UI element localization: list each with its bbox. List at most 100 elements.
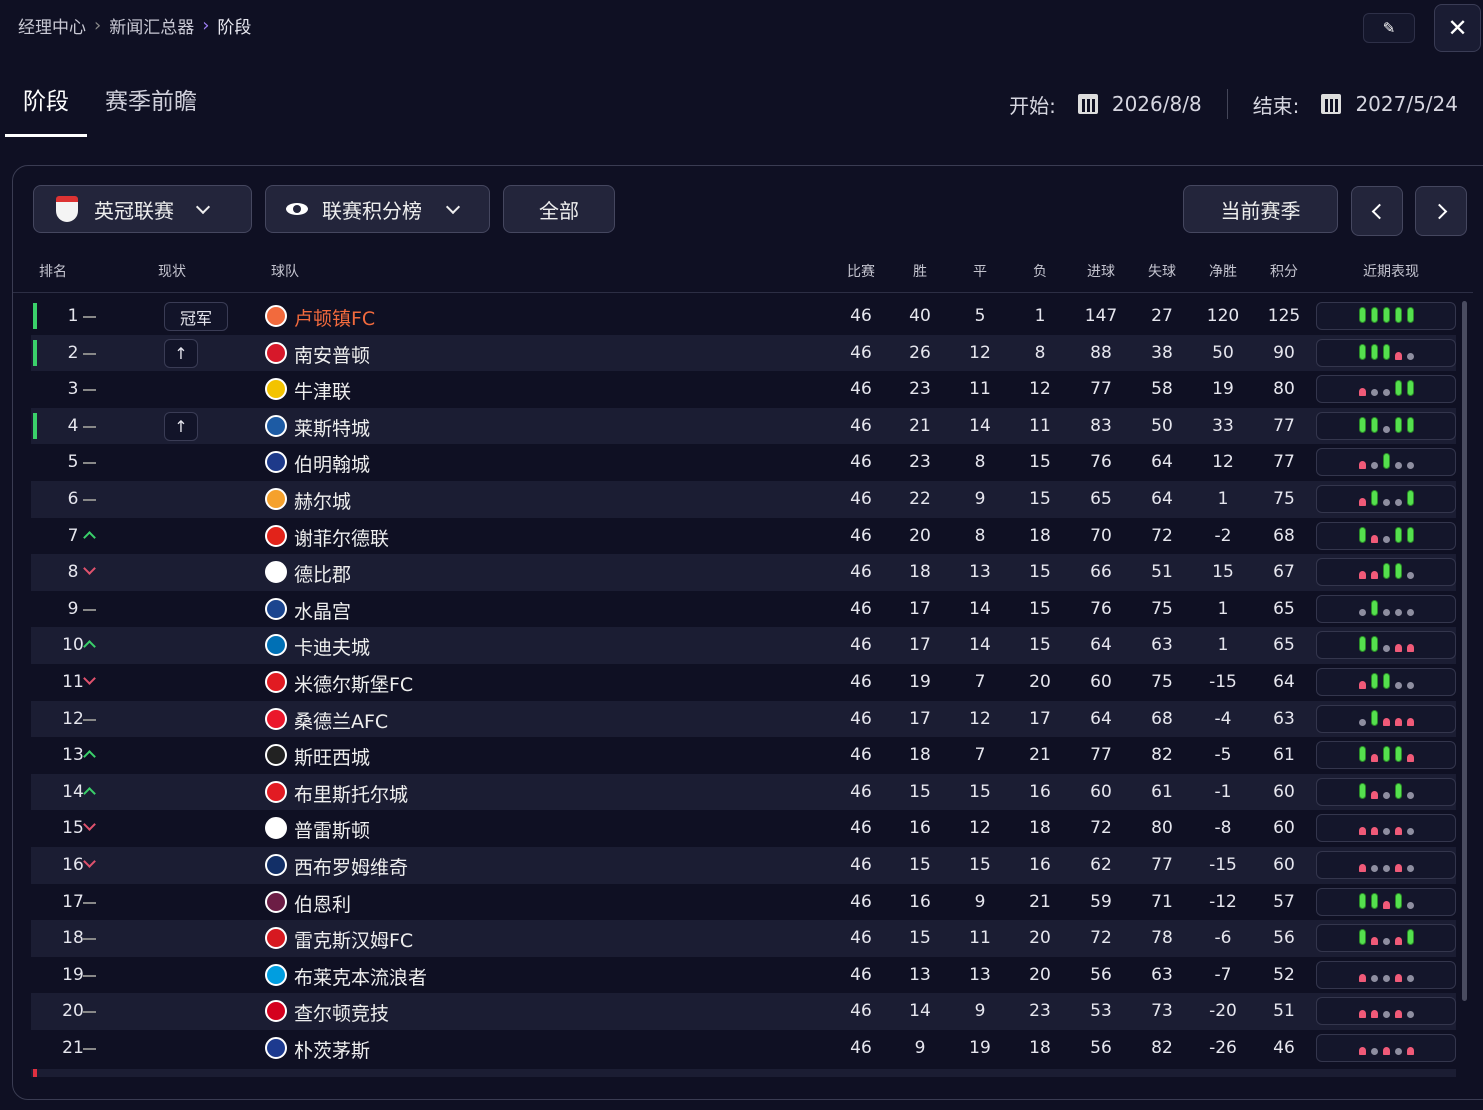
table-row[interactable]: 9 水晶宫 46 17 14 15 76 75 1 65 xyxy=(31,591,1456,628)
rank: 15 xyxy=(62,818,84,839)
table-row[interactable]: 2 ↑ 南安普顿 46 26 12 8 88 38 50 90 xyxy=(31,334,1456,372)
team-name[interactable]: 德比郡 xyxy=(294,564,352,587)
current-season-button[interactable]: 当前赛季 xyxy=(1183,185,1338,233)
rank: 6 xyxy=(67,488,79,509)
team-crest-icon xyxy=(265,524,287,547)
team-name[interactable]: 赫尔城 xyxy=(294,490,352,513)
stat-w: 40 xyxy=(909,306,931,326)
table-row[interactable]: 20 查尔顿竞技 46 14 9 23 53 73 -20 51 xyxy=(31,993,1456,1030)
table-row[interactable]: 7 谢菲尔德联 46 20 8 18 70 72 -2 68 xyxy=(31,518,1456,555)
form-loss-icon xyxy=(1358,461,1366,470)
team-name[interactable]: 布里斯托尔城 xyxy=(294,783,409,806)
table-row[interactable]: 6 赫尔城 46 22 9 15 65 64 1 75 xyxy=(31,480,1456,518)
relegation-accent xyxy=(33,1069,37,1077)
team-name[interactable]: 布莱克本流浪者 xyxy=(294,966,428,989)
form-draw-icon xyxy=(1394,681,1402,689)
team-name[interactable]: 米德尔斯堡FC xyxy=(294,673,414,696)
col-rank[interactable]: 排名 xyxy=(39,264,67,280)
col-points[interactable]: 积分 xyxy=(1270,264,1298,280)
form-draw-icon xyxy=(1406,791,1414,799)
next-button[interactable] xyxy=(1415,186,1467,236)
col-drawn[interactable]: 平 xyxy=(973,264,987,280)
table-row[interactable]: 19 布莱克本流浪者 46 13 13 20 56 63 -7 52 xyxy=(31,957,1456,994)
team-name[interactable]: 莱斯特城 xyxy=(294,417,371,440)
table-row[interactable]: 14 布里斯托尔城 46 15 15 16 60 61 -1 60 xyxy=(31,773,1456,811)
team-name[interactable]: 卢顿镇FC xyxy=(294,308,376,330)
stat-ga: 82 xyxy=(1151,745,1173,766)
col-played[interactable]: 比赛 xyxy=(847,264,875,280)
table-row[interactable]: 3 牛津联 46 23 11 12 77 58 19 80 xyxy=(31,371,1456,408)
breadcrumb-item[interactable]: 经理中心 xyxy=(18,18,86,38)
league-dropdown[interactable]: 英冠联赛 xyxy=(33,185,252,233)
team-name[interactable]: 普雷斯顿 xyxy=(294,820,371,843)
form-loss-icon xyxy=(1394,863,1402,872)
previous-button[interactable] xyxy=(1351,186,1403,236)
team-name[interactable]: 谢菲尔德联 xyxy=(294,527,390,550)
team-name[interactable]: 桑德兰AFC xyxy=(294,710,389,733)
table-row[interactable]: 11 米德尔斯堡FC 46 19 7 20 60 75 -15 64 xyxy=(31,664,1456,701)
recent-form xyxy=(1316,631,1456,660)
form-draw-icon xyxy=(1370,864,1378,872)
recent-form xyxy=(1316,887,1456,916)
team-name[interactable]: 西布罗姆维奇 xyxy=(294,856,409,879)
breadcrumb-item[interactable]: 新闻汇总器 xyxy=(109,18,195,38)
stat-d: 14 xyxy=(969,635,991,656)
team-name[interactable]: 牛津联 xyxy=(294,381,352,404)
team-name[interactable]: 南安普顿 xyxy=(294,344,371,367)
end-date: 2027/5/24 xyxy=(1355,92,1458,116)
form-draw-icon xyxy=(1382,425,1390,433)
team-name[interactable]: 斯旺西城 xyxy=(294,747,371,770)
stat-w: 15 xyxy=(909,854,931,875)
tab-stage[interactable]: 阶段 xyxy=(5,82,87,137)
team-name[interactable]: 卡迪夫城 xyxy=(294,637,371,660)
stat-l: 20 xyxy=(1029,928,1051,949)
table-row[interactable]: 16 西布罗姆维奇 46 15 15 16 62 77 -15 60 xyxy=(31,846,1456,884)
form-win-icon xyxy=(1394,746,1402,763)
team-name[interactable]: 伯恩利 xyxy=(294,893,352,916)
col-won[interactable]: 胜 xyxy=(913,264,927,280)
col-status[interactable]: 现状 xyxy=(158,264,186,280)
form-win-icon xyxy=(1370,636,1378,653)
team-name[interactable]: 雷克斯汉姆FC xyxy=(294,930,414,953)
col-form[interactable]: 近期表现 xyxy=(1363,264,1419,280)
table-row[interactable]: 13 斯旺西城 46 18 7 21 77 82 -5 61 xyxy=(31,737,1456,774)
stat-gf: 62 xyxy=(1090,854,1112,875)
col-team[interactable]: 球队 xyxy=(271,264,299,280)
league-logo-icon xyxy=(56,196,78,222)
team-name[interactable]: 查尔顿竞技 xyxy=(294,1003,390,1026)
trend-same-icon xyxy=(83,352,96,355)
view-dropdown[interactable]: 联赛积分榜 xyxy=(265,185,490,233)
form-draw-icon xyxy=(1394,1047,1402,1055)
table-row[interactable]: 8 德比郡 46 18 13 15 66 51 15 67 xyxy=(31,554,1456,591)
form-win-icon xyxy=(1394,892,1402,909)
stat-ga: 50 xyxy=(1151,415,1173,436)
col-goals-against[interactable]: 失球 xyxy=(1148,264,1176,280)
table-row[interactable]: 15 普雷斯顿 46 16 12 18 72 80 -8 60 xyxy=(31,810,1456,847)
team-crest-icon xyxy=(265,927,287,950)
team-name[interactable]: 朴茨茅斯 xyxy=(294,1039,371,1062)
trend-down-icon xyxy=(83,672,96,685)
team-name[interactable]: 水晶宫 xyxy=(294,600,352,623)
col-goal-diff[interactable]: 净胜 xyxy=(1209,264,1237,280)
form-win-icon xyxy=(1358,526,1366,543)
table-row[interactable]: 4 ↑ 莱斯特城 46 21 14 11 83 50 33 77 xyxy=(31,407,1456,445)
filter-all-button[interactable]: 全部 xyxy=(503,185,615,233)
table-row[interactable]: 5 伯明翰城 46 23 8 15 76 64 12 77 xyxy=(31,444,1456,481)
close-button[interactable]: ✕ xyxy=(1434,4,1481,52)
tab-season-preview[interactable]: 赛季前瞻 xyxy=(105,89,197,115)
table-row[interactable]: 10 卡迪夫城 46 17 14 15 64 63 1 65 xyxy=(31,627,1456,664)
table-row[interactable]: 17 伯恩利 46 16 9 21 59 71 -12 57 xyxy=(31,884,1456,921)
col-lost[interactable]: 负 xyxy=(1033,264,1047,280)
scrollbar[interactable] xyxy=(1462,301,1467,1001)
stat-d: 8 xyxy=(974,525,986,546)
edit-button[interactable]: ✎ xyxy=(1363,13,1415,43)
col-goals-for[interactable]: 进球 xyxy=(1087,264,1115,280)
table-row[interactable]: 18 雷克斯汉姆FC 46 15 11 20 72 78 -6 56 xyxy=(31,920,1456,957)
table-row[interactable]: 12 桑德兰AFC 46 17 12 17 64 68 -4 63 xyxy=(31,700,1456,738)
stat-w: 16 xyxy=(909,818,931,839)
stat-pts: 77 xyxy=(1273,415,1295,436)
table-row[interactable]: 1 冠军 卢顿镇FC 46 40 5 1 147 27 120 125 xyxy=(31,298,1456,335)
team-name[interactable]: 伯明翰城 xyxy=(294,454,371,477)
stat-pts: 56 xyxy=(1273,928,1295,949)
table-row[interactable]: 21 朴茨茅斯 46 9 19 18 56 82 -26 46 xyxy=(31,1030,1456,1067)
